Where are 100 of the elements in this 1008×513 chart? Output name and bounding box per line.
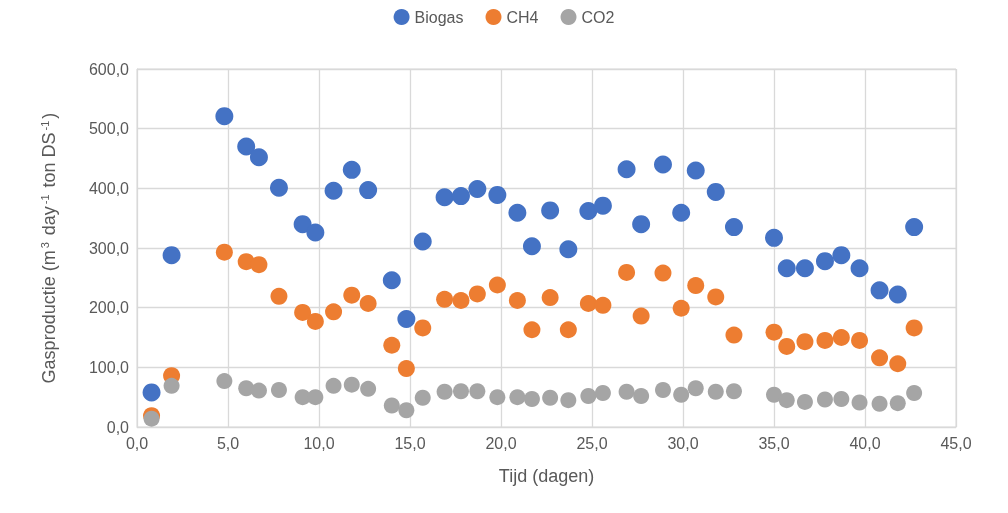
point: [778, 337, 796, 355]
legend-label: Biogas: [414, 8, 464, 26]
point: [655, 382, 671, 398]
point: [560, 392, 577, 409]
y-tick-label: 0,0: [106, 418, 130, 436]
point: [325, 377, 342, 394]
x-tick-label: 45,0: [940, 434, 972, 452]
point: [215, 243, 233, 261]
point: [632, 307, 650, 325]
point: [294, 303, 312, 321]
point: [618, 383, 635, 400]
legend-label: CO2: [581, 8, 615, 26]
point: [270, 287, 288, 305]
x-tick-label: 20,0: [485, 434, 517, 452]
point: [580, 387, 597, 404]
point: [777, 259, 796, 278]
point: [618, 263, 636, 281]
point: [324, 181, 343, 200]
point: [594, 384, 611, 401]
point: [593, 196, 612, 215]
point: [816, 391, 833, 408]
point: [469, 383, 486, 400]
point: [594, 296, 612, 314]
point: [250, 382, 267, 399]
point: [672, 203, 691, 222]
point: [559, 321, 577, 339]
point: [617, 160, 636, 179]
point: [383, 336, 401, 354]
point: [325, 303, 343, 321]
point: [707, 383, 724, 400]
point: [360, 380, 377, 397]
x-tick-label: 5,0: [216, 434, 240, 452]
point: [359, 181, 378, 200]
point: [672, 299, 690, 317]
point: [850, 259, 869, 278]
point: [436, 290, 454, 308]
point: [632, 215, 651, 234]
point: [654, 264, 672, 282]
point: [633, 387, 650, 404]
point: [468, 285, 486, 303]
point: [905, 218, 924, 237]
point: [216, 373, 233, 390]
point: [816, 331, 834, 349]
point: [522, 237, 541, 256]
point: [889, 395, 906, 412]
point: [270, 382, 287, 398]
point: [889, 355, 907, 373]
point: [488, 276, 506, 294]
point: [778, 392, 795, 409]
point: [765, 228, 783, 247]
point: [398, 402, 415, 419]
point: [541, 289, 559, 307]
point: [452, 383, 469, 400]
x-tick-label: 35,0: [758, 434, 790, 452]
point: [833, 390, 850, 407]
point: [162, 246, 181, 265]
point: [766, 386, 782, 403]
x-tick-label: 25,0: [576, 434, 608, 452]
point: [468, 179, 487, 198]
point: [796, 333, 814, 351]
point: [414, 319, 432, 337]
point: [237, 137, 256, 156]
x-tick-label: 40,0: [849, 434, 881, 452]
point: [871, 395, 888, 412]
point: [579, 202, 598, 220]
point: [488, 185, 507, 204]
point: [541, 201, 560, 220]
point: [795, 259, 814, 278]
point: [686, 161, 705, 180]
point: [888, 285, 907, 304]
point: [249, 148, 268, 167]
point: [250, 256, 268, 274]
point: [706, 182, 725, 201]
point: [851, 331, 869, 349]
y-axis-title: Gasproductie (m3 day-1 ton DS-1): [38, 112, 59, 384]
point: [765, 323, 783, 341]
point: [382, 271, 401, 290]
point: [397, 360, 415, 378]
point: [871, 349, 889, 367]
y-tick-label: 500,0: [88, 120, 130, 138]
point: [452, 292, 470, 309]
point: [343, 286, 361, 304]
point: [906, 384, 923, 401]
point: [687, 380, 704, 397]
point: [815, 252, 834, 271]
y-tick-label: 200,0: [88, 299, 130, 317]
point: [359, 294, 377, 312]
x-tick-label: 30,0: [667, 434, 699, 452]
y-tick-label: 600,0: [88, 60, 130, 78]
point: [523, 390, 540, 407]
x-tick-label: 0,0: [125, 434, 149, 452]
point: [725, 326, 743, 344]
point: [542, 389, 559, 406]
point: [414, 389, 431, 406]
x-axis-title: Tijd (dagen): [498, 466, 595, 486]
point: [307, 389, 324, 406]
point: [293, 215, 312, 234]
point: [489, 389, 506, 406]
point: [851, 394, 868, 411]
x-tick-label: 10,0: [303, 434, 335, 452]
